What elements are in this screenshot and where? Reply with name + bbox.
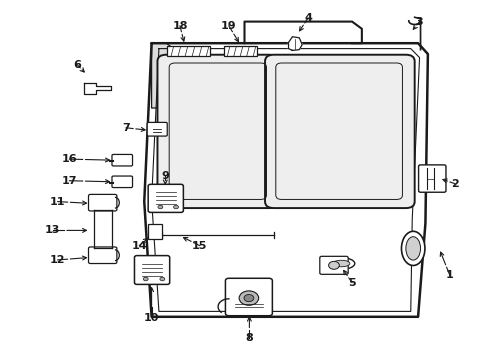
Text: 5: 5 xyxy=(347,278,355,288)
Polygon shape xyxy=(84,83,111,94)
FancyBboxPatch shape xyxy=(134,256,169,284)
Circle shape xyxy=(173,205,178,209)
Text: 18: 18 xyxy=(172,21,187,31)
Text: 16: 16 xyxy=(61,154,77,164)
Text: 10: 10 xyxy=(143,312,159,323)
Text: 7: 7 xyxy=(122,123,130,133)
Text: 11: 11 xyxy=(50,197,65,207)
FancyBboxPatch shape xyxy=(225,278,272,316)
Bar xyxy=(224,46,257,56)
Ellipse shape xyxy=(327,258,354,269)
Text: 17: 17 xyxy=(61,176,77,186)
Bar xyxy=(167,46,210,56)
FancyBboxPatch shape xyxy=(88,247,117,264)
FancyBboxPatch shape xyxy=(319,256,347,274)
Text: 9: 9 xyxy=(161,171,169,181)
Circle shape xyxy=(244,294,253,302)
Ellipse shape xyxy=(405,237,420,260)
Text: 1: 1 xyxy=(445,270,453,280)
Text: 13: 13 xyxy=(45,225,61,235)
Text: 8: 8 xyxy=(245,333,253,343)
Text: 19: 19 xyxy=(221,21,236,31)
Circle shape xyxy=(328,261,339,269)
Circle shape xyxy=(239,291,258,305)
Circle shape xyxy=(160,277,164,281)
FancyBboxPatch shape xyxy=(418,165,445,192)
FancyBboxPatch shape xyxy=(112,176,132,188)
FancyBboxPatch shape xyxy=(88,194,117,211)
Text: 12: 12 xyxy=(50,255,65,265)
FancyBboxPatch shape xyxy=(112,154,132,166)
Polygon shape xyxy=(151,43,176,108)
FancyBboxPatch shape xyxy=(147,122,167,136)
Text: 14: 14 xyxy=(131,240,147,251)
FancyBboxPatch shape xyxy=(157,55,277,208)
Text: 15: 15 xyxy=(191,240,207,251)
Circle shape xyxy=(143,277,148,281)
Circle shape xyxy=(158,205,163,209)
Text: 2: 2 xyxy=(450,179,458,189)
Ellipse shape xyxy=(401,231,424,266)
Ellipse shape xyxy=(332,260,349,267)
Text: 6: 6 xyxy=(73,60,81,70)
Text: 4: 4 xyxy=(304,13,311,23)
FancyBboxPatch shape xyxy=(264,55,414,208)
Polygon shape xyxy=(288,37,302,50)
Text: 3: 3 xyxy=(415,17,423,27)
Bar xyxy=(147,224,162,239)
FancyBboxPatch shape xyxy=(148,184,183,212)
